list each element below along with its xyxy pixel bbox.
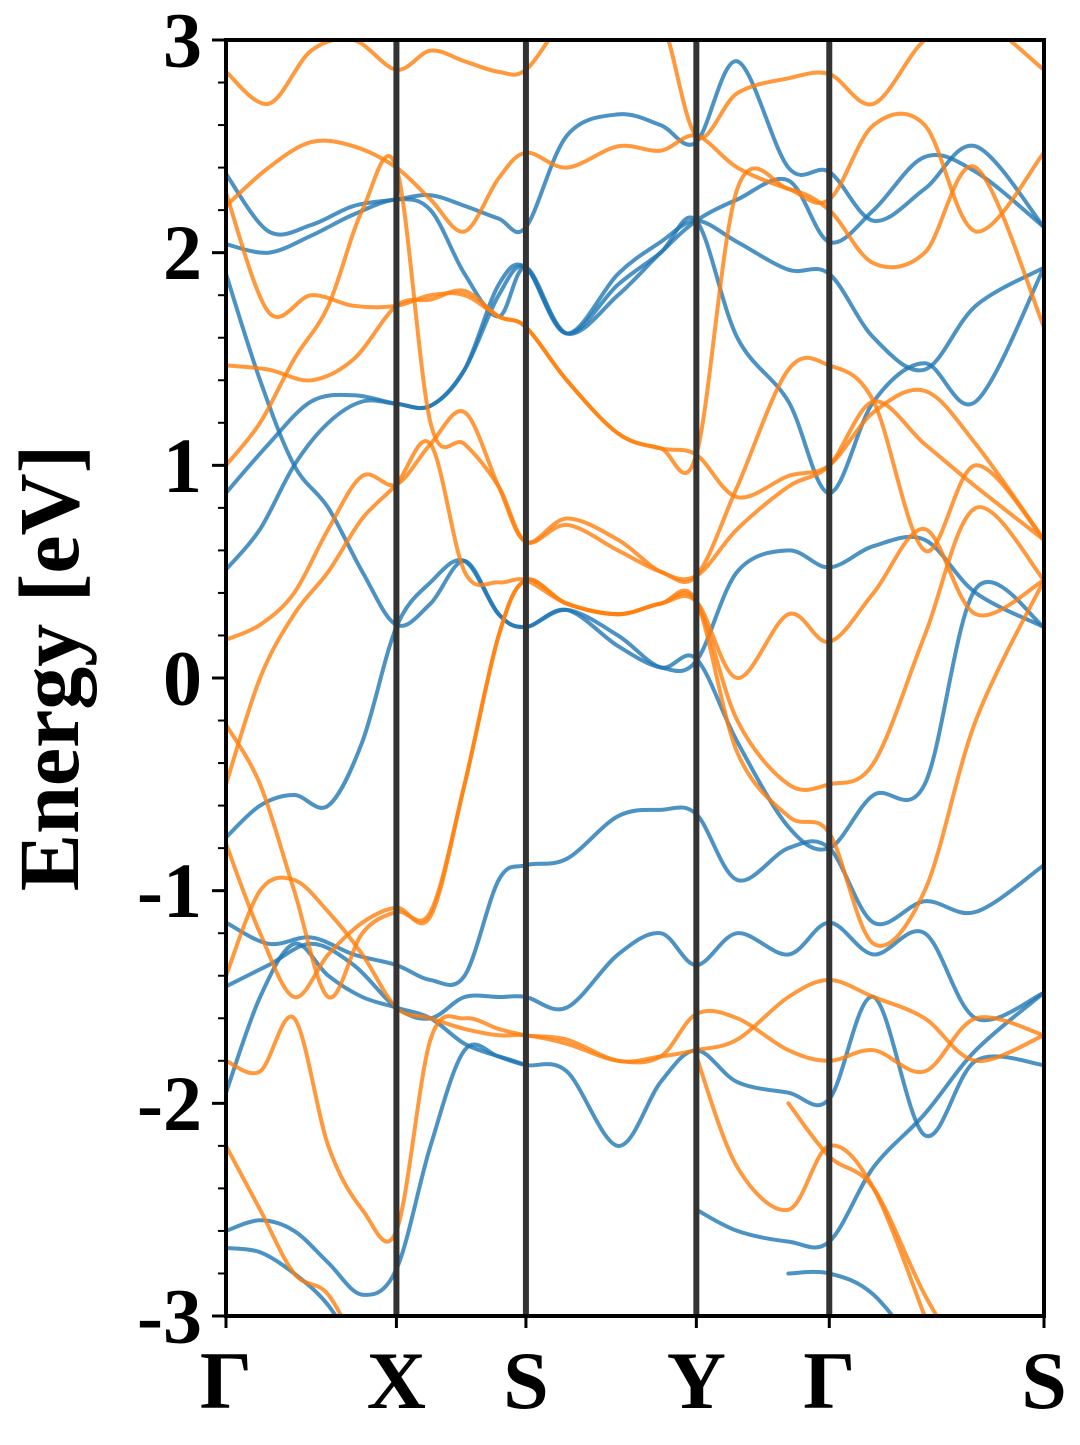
y-ticks: 3 2 1 0 -1 -2 -3: [137, 0, 226, 1360]
band-line-blue-10: [694, 990, 1044, 1250]
band-line-orange-25: [694, 1054, 927, 1316]
y-tick-label: 0: [163, 635, 202, 722]
band-line-blue-3: [226, 218, 1044, 495]
band-line-blue-11: [226, 1245, 339, 1316]
x-tick-label: Γ: [200, 1335, 252, 1426]
band-line-blue-6: [226, 805, 1044, 987]
y-tick-label: -1: [137, 847, 202, 934]
bands-layer: [226, 40, 1044, 1316]
y-tick-label: -3: [137, 1273, 202, 1360]
x-tick-label: S: [1021, 1335, 1067, 1426]
band-line-orange-20: [226, 527, 1044, 1000]
band-line-orange-23: [226, 978, 1044, 1244]
band-line-blue-0: [226, 59, 1044, 237]
band-line-orange-22: [226, 875, 1044, 1075]
y-tick-label: -2: [137, 1060, 202, 1147]
band-line-orange-26: [786, 1101, 940, 1316]
band-line-orange-21: [226, 577, 1044, 1000]
band-line-orange-13: [226, 40, 1044, 140]
x-tick-label: Γ: [803, 1335, 855, 1426]
plot-frame: [224, 38, 1046, 1318]
y-axis-label: Energy [eV]: [1, 445, 97, 892]
x-tick-label: X: [367, 1335, 426, 1426]
y-tick-label: 3: [163, 0, 202, 84]
y-tick-label: 2: [163, 209, 202, 296]
band-line-orange-16: [226, 164, 1044, 475]
band-line-blue-5: [226, 557, 1044, 852]
band-line-orange-17: [226, 154, 1044, 584]
x-tick-label: Y: [667, 1335, 726, 1426]
band-line-blue-1: [226, 152, 1044, 336]
band-line-blue-7: [226, 920, 1044, 1023]
band-line-blue-12: [786, 1269, 896, 1316]
x-tick-label: S: [503, 1335, 549, 1426]
band-line-blue-8: [226, 941, 1044, 1148]
band-line-orange-14: [226, 111, 1044, 234]
band-line-orange-18: [226, 399, 1044, 642]
band-line-orange-24: [226, 1143, 344, 1316]
y-tick-label: 1: [163, 422, 202, 509]
kpoint-lines: [393, 40, 833, 1316]
